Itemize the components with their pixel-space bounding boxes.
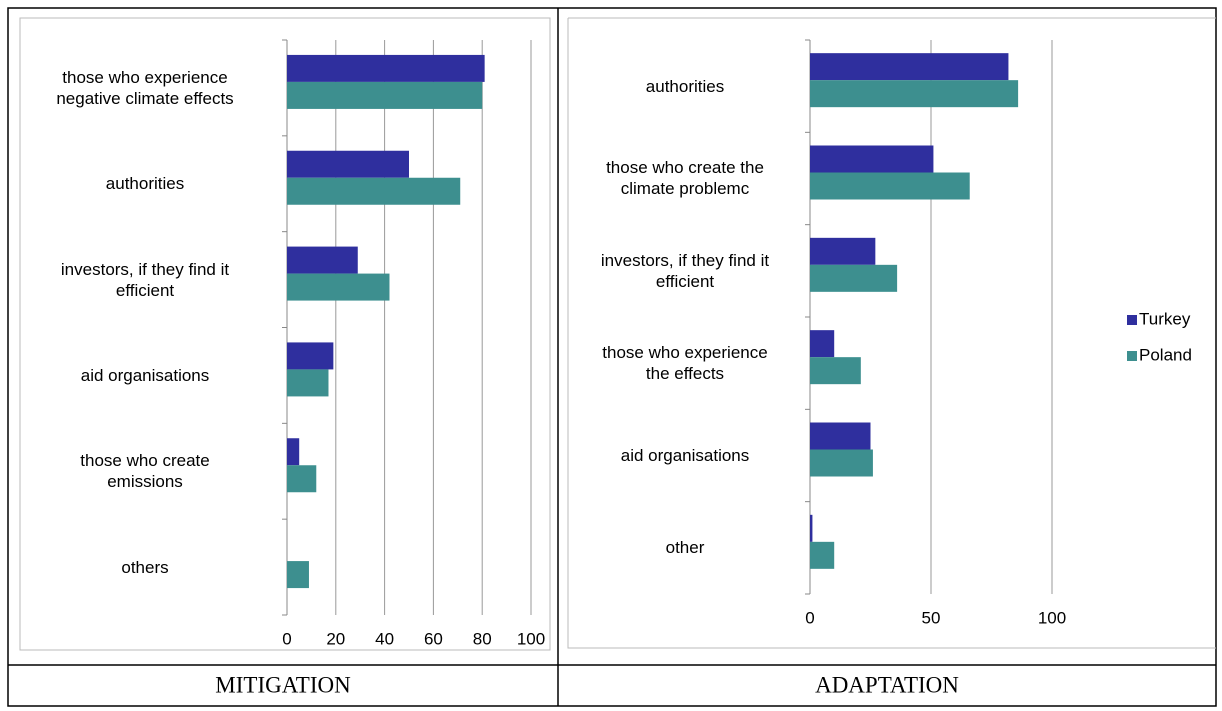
y-tick-label: authorities <box>645 76 725 96</box>
x-tick-label: 0 <box>805 608 814 627</box>
bar <box>287 177 461 205</box>
x-tick-label: 100 <box>1038 608 1066 627</box>
category-label-box: those who create the climate problemc <box>606 158 764 199</box>
chart-frame <box>19 17 551 651</box>
bar <box>287 465 317 493</box>
chart: 0 50 100 authorities those who create the cl… <box>600 39 1192 627</box>
category-label-box: investors, if they find it efficient <box>60 259 230 300</box>
y-tick-label: investors, if they find it efficient <box>600 250 770 291</box>
x-tick-label: 50 <box>922 608 941 627</box>
table-border <box>7 7 1217 707</box>
legend-swatch <box>1127 351 1137 361</box>
x-tick-label: 80 <box>473 629 492 648</box>
bar <box>287 438 300 466</box>
bar <box>810 422 871 450</box>
bar <box>810 172 970 200</box>
legend-label: Poland <box>1139 345 1192 364</box>
y-tick-label: other <box>665 538 705 558</box>
x-tick-label: 100 <box>517 629 545 648</box>
bar <box>810 357 861 385</box>
bar <box>287 561 309 589</box>
y-tick-label: aid organisations <box>620 445 750 465</box>
caption: ADAPTATION <box>815 672 959 697</box>
bar <box>287 81 483 109</box>
category-label-box: authorities <box>105 174 185 194</box>
y-tick-label: those who create the climate problemc <box>606 158 764 199</box>
bar <box>810 514 813 542</box>
category-label-box: other <box>665 538 705 558</box>
bar <box>810 53 1009 81</box>
caption: MITIGATION <box>215 672 351 697</box>
chart-frame <box>567 17 1216 649</box>
category-label-box: those who experience negative climate ef… <box>56 67 234 108</box>
bar <box>810 264 898 292</box>
y-tick-label: those who experience negative climate ef… <box>56 67 234 108</box>
x-tick-label: 60 <box>424 629 443 648</box>
y-tick-label: others <box>121 557 169 577</box>
x-tick-label: 20 <box>326 629 345 648</box>
bar <box>287 150 409 178</box>
legend-swatch <box>1127 315 1137 325</box>
category-label-box: aid organisations <box>80 365 210 385</box>
bar <box>810 145 934 173</box>
bar <box>287 273 390 301</box>
bar <box>287 54 485 82</box>
bar <box>287 369 329 397</box>
chart: 0 20 40 60 80 100 those who experience negativ… <box>56 39 545 648</box>
bar <box>810 80 1019 108</box>
category-label-box: investors, if they find it efficient <box>600 250 770 291</box>
bar <box>287 342 334 370</box>
y-tick-label: aid organisations <box>80 365 210 385</box>
x-tick-label: 0 <box>282 629 291 648</box>
category-label-box: others <box>121 557 169 577</box>
category-label-box: aid organisations <box>620 445 750 465</box>
bar <box>810 541 835 569</box>
bar <box>810 330 835 358</box>
y-tick-label: investors, if they find it efficient <box>60 259 230 300</box>
legend-label: Turkey <box>1139 309 1191 328</box>
category-label-box: those who experience the effects <box>602 343 768 384</box>
bar <box>810 449 873 477</box>
y-tick-label: those who experience the effects <box>602 343 768 384</box>
bar <box>287 246 358 274</box>
category-label-box: authorities <box>645 76 725 96</box>
category-label-box: those who create emissions <box>80 451 210 492</box>
bar <box>810 237 876 265</box>
y-tick-label: those who create emissions <box>80 451 210 492</box>
y-tick-label: authorities <box>105 174 185 194</box>
x-tick-label: 40 <box>375 629 394 648</box>
